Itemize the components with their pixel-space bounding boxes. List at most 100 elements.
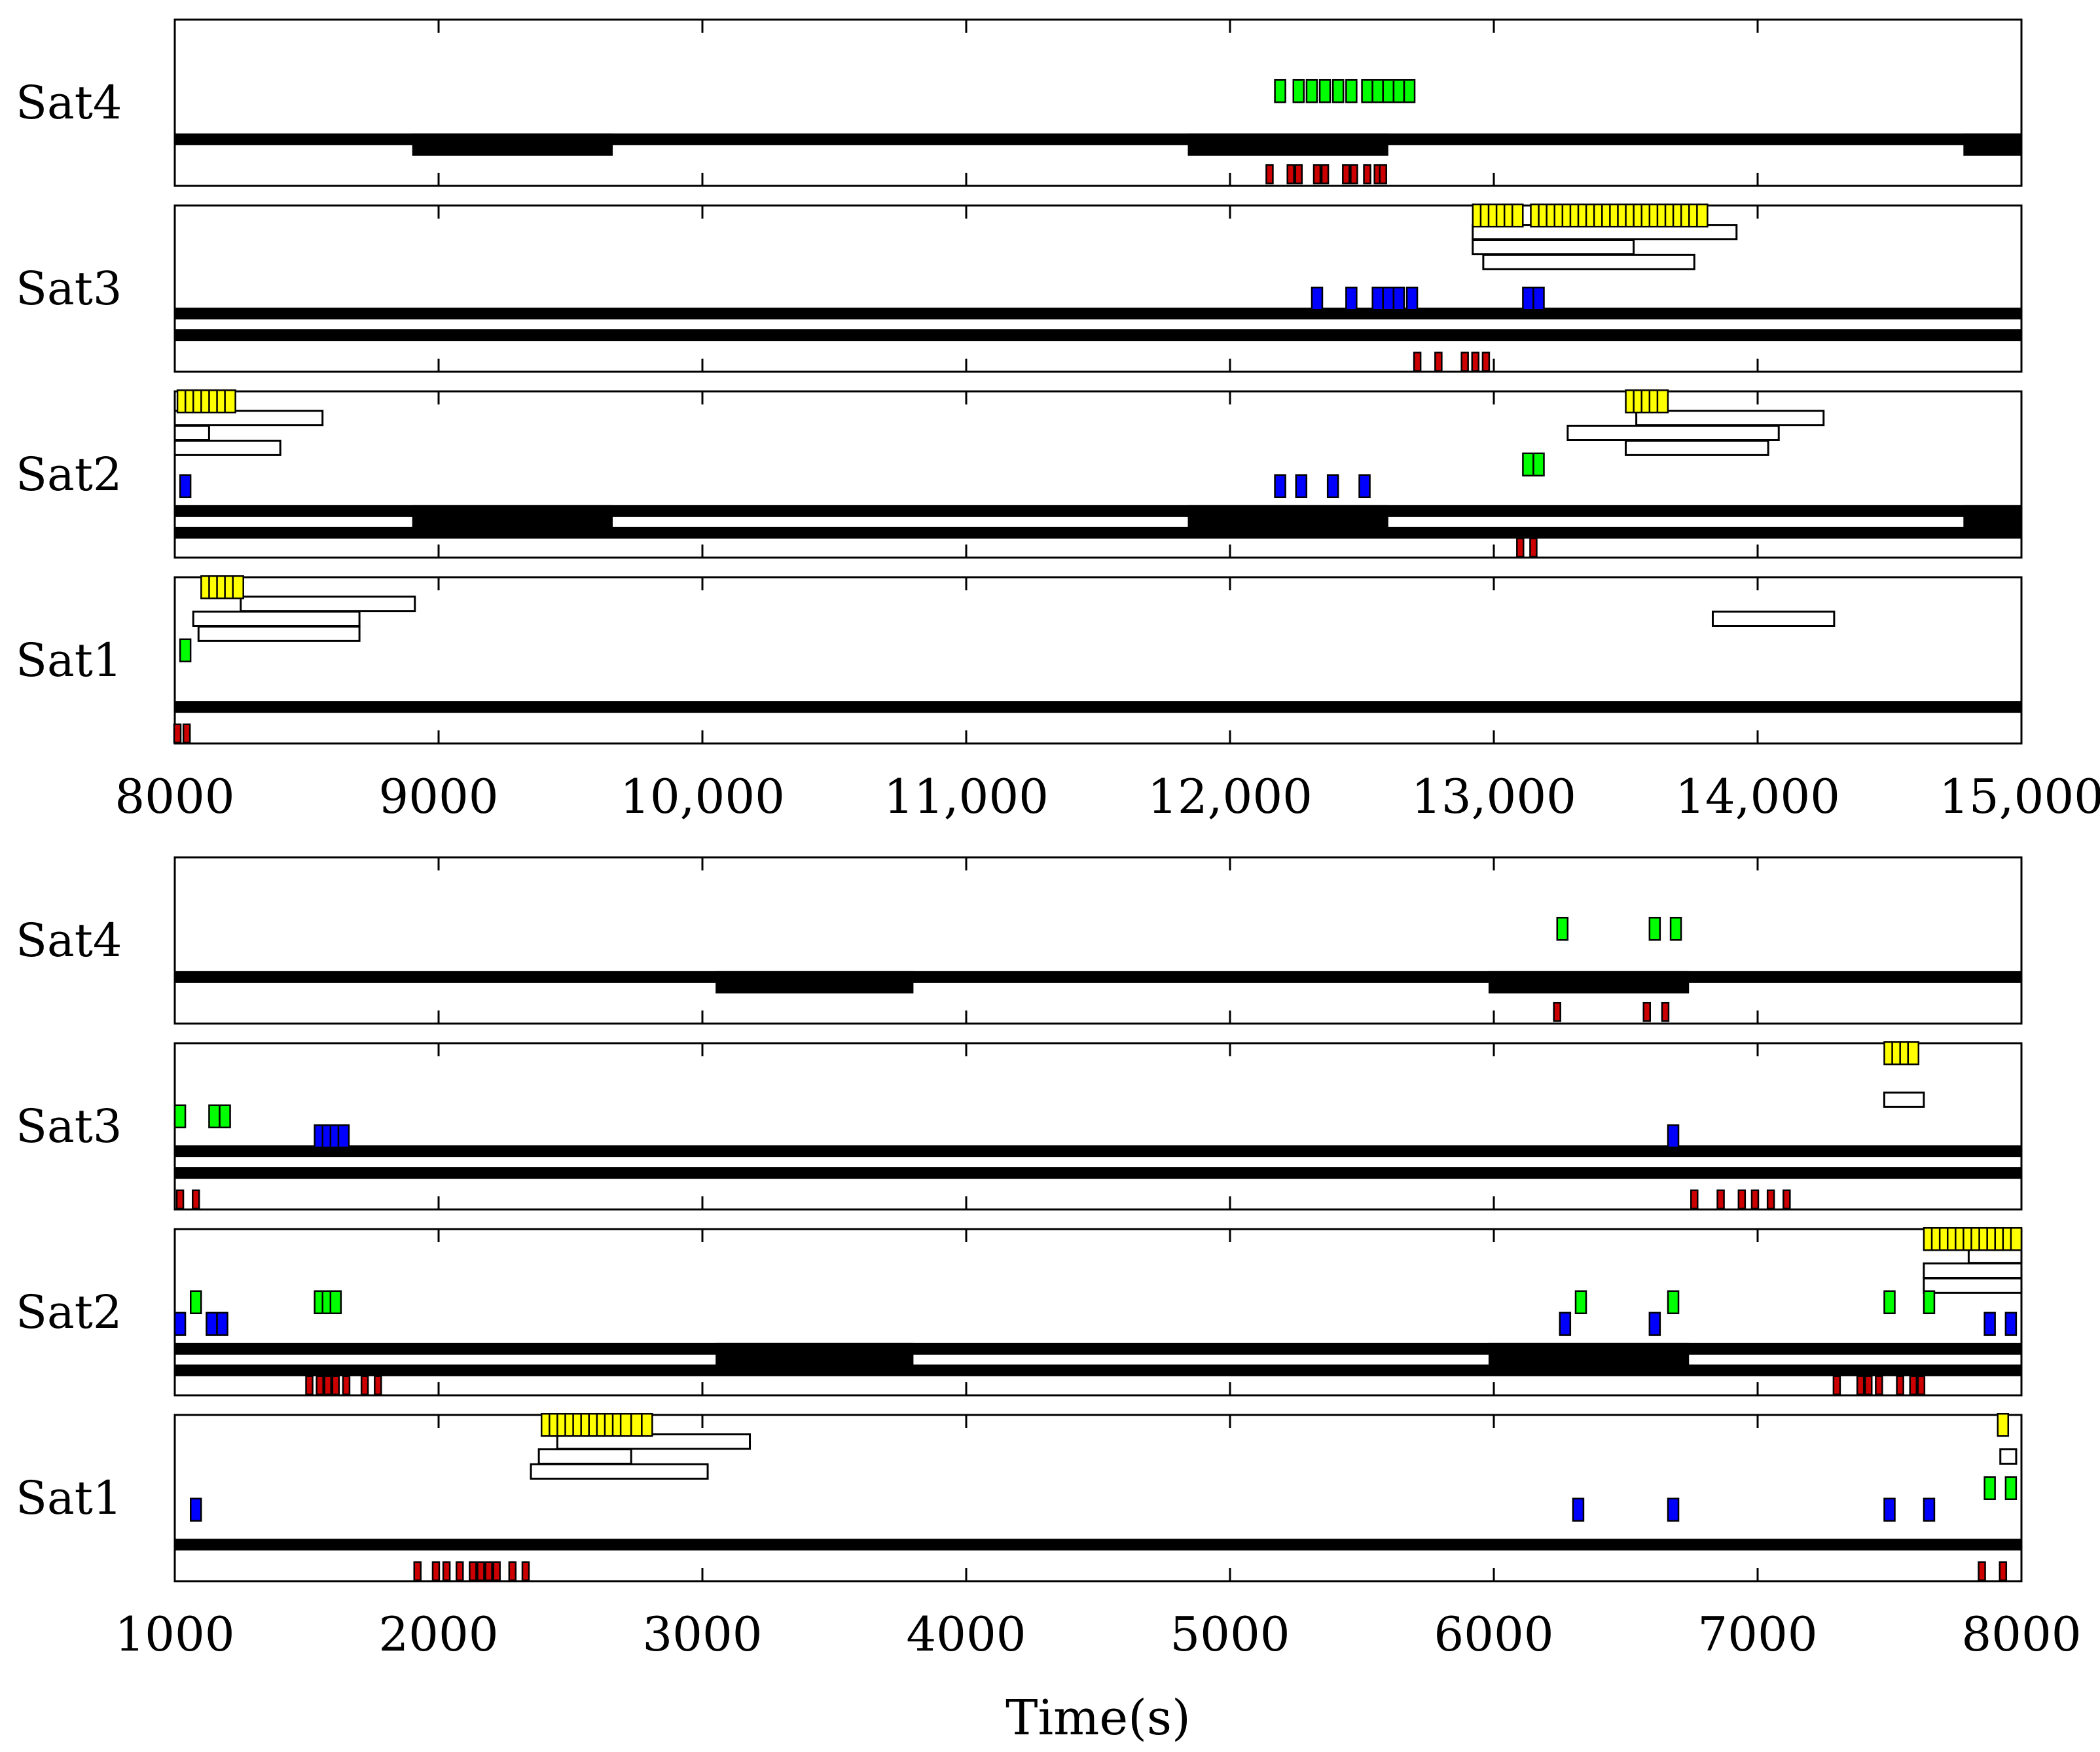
task-marker-red (1909, 1375, 1918, 1396)
task-marker-green (1648, 916, 1661, 941)
x-tick-label: 7000 (1697, 1607, 1817, 1662)
availability-bar (1187, 133, 1388, 156)
task-marker-red (316, 1375, 324, 1396)
time-window (1923, 1277, 2023, 1294)
x-tick-label: 9000 (378, 769, 498, 824)
availability-bar (1488, 1342, 1690, 1365)
row-label: Sat2 (16, 448, 122, 501)
chart-1-row-sat3: Sat3 (16, 203, 2023, 373)
task-marker-red (1529, 537, 1538, 558)
task-marker-green (1292, 79, 1305, 103)
task-marker-red (1379, 164, 1387, 185)
task-marker-red (374, 1375, 382, 1396)
task-marker-green (173, 1104, 187, 1129)
task-marker-red (1716, 1189, 1725, 1210)
availability-bar (412, 505, 613, 527)
time-window (537, 1448, 632, 1465)
x-tick-label: 1000 (115, 1607, 234, 1662)
task-marker-green (1382, 79, 1395, 103)
task-marker-yellow (1907, 1041, 1920, 1065)
task-marker-red (1661, 1001, 1670, 1022)
availability-bar (175, 971, 2021, 983)
task-marker-green (1361, 79, 1373, 103)
availability-bar (412, 133, 613, 156)
availability-bar (175, 505, 2021, 517)
task-marker-red (1363, 164, 1371, 185)
task-marker-green (1305, 79, 1318, 103)
task-marker-red (521, 1561, 530, 1582)
availability-bar (1963, 505, 2021, 527)
task-marker-red (1750, 1189, 1760, 1210)
task-marker-red (477, 1561, 485, 1582)
availability-bar (175, 308, 2021, 320)
task-marker-green (1331, 79, 1345, 103)
availability-bar (175, 1145, 2021, 1158)
chart-1-row-sat2: Sat2 (16, 389, 2023, 559)
time-window (1625, 439, 1769, 456)
task-marker-green (1274, 79, 1286, 103)
task-marker-yellow (232, 575, 244, 599)
task-marker-red (1783, 1189, 1791, 1210)
task-marker-blue (1326, 474, 1339, 499)
task-marker-red (469, 1561, 477, 1582)
time-window (197, 625, 361, 642)
task-marker-blue (189, 1497, 202, 1522)
time-window (173, 410, 324, 427)
chart-2-row-sat4: Sat4 (16, 856, 2023, 1025)
task-marker-green (1532, 452, 1545, 477)
time-window (1566, 425, 1780, 441)
chart-2-row-sat4-frame (173, 856, 2023, 1025)
task-marker-red (1342, 164, 1350, 185)
chart-1-row-sat1: Sat1 (16, 575, 2023, 745)
task-marker-yellow (619, 1412, 632, 1437)
availability-bar (715, 1342, 914, 1365)
task-marker-red (1737, 1189, 1747, 1210)
task-marker-blue (1522, 286, 1534, 311)
task-marker-yellow (1696, 203, 1709, 228)
task-marker-green (189, 1290, 202, 1315)
task-marker-green (179, 638, 192, 663)
row-label: Sat4 (16, 76, 122, 130)
task-marker-red (1978, 1561, 1986, 1582)
x-tick-label: 12,000 (1148, 769, 1312, 824)
row-label: Sat1 (16, 1471, 122, 1525)
task-marker-blue (1345, 286, 1358, 311)
task-marker-red (173, 723, 182, 744)
task-marker-red (492, 1561, 501, 1582)
row-label: Sat1 (16, 634, 122, 687)
availability-bar (175, 133, 2021, 145)
chart-1-row-sat1-frame (173, 576, 2023, 745)
task-marker-yellow (1997, 1412, 2010, 1437)
task-marker-red (1856, 1375, 1865, 1396)
task-marker-red (1896, 1375, 1904, 1396)
x-tick-label: 8000 (115, 769, 234, 824)
availability-bar (1488, 971, 1690, 993)
task-marker-green (2004, 1476, 2018, 1501)
task-marker-green (219, 1104, 231, 1129)
time-window (1472, 239, 1635, 255)
row-label: Sat4 (16, 914, 122, 967)
task-marker-blue (1559, 1312, 1572, 1336)
x-tick-label: 2000 (378, 1607, 498, 1662)
task-marker-blue (1923, 1497, 1936, 1522)
x-tick-label: 5000 (1170, 1607, 1290, 1662)
task-marker-green (208, 1104, 221, 1129)
task-marker-blue (1371, 286, 1384, 311)
task-marker-red (305, 1375, 314, 1396)
chart-2-row-sat2: Sat2 (16, 1226, 2023, 1397)
task-marker-red (1413, 351, 1422, 372)
availability-bar (175, 1167, 2021, 1179)
task-marker-green (1574, 1290, 1587, 1315)
task-marker-blue (1405, 286, 1419, 311)
task-marker-red (1434, 351, 1443, 372)
task-marker-blue (216, 1312, 228, 1336)
time-window (1711, 611, 1836, 627)
time-window (173, 439, 281, 456)
time-window (530, 1463, 709, 1480)
task-marker-blue (1572, 1497, 1585, 1522)
task-marker-blue (1311, 286, 1324, 311)
task-marker-blue (1667, 1497, 1680, 1522)
time-window (192, 611, 361, 627)
task-marker-green (1345, 79, 1358, 103)
